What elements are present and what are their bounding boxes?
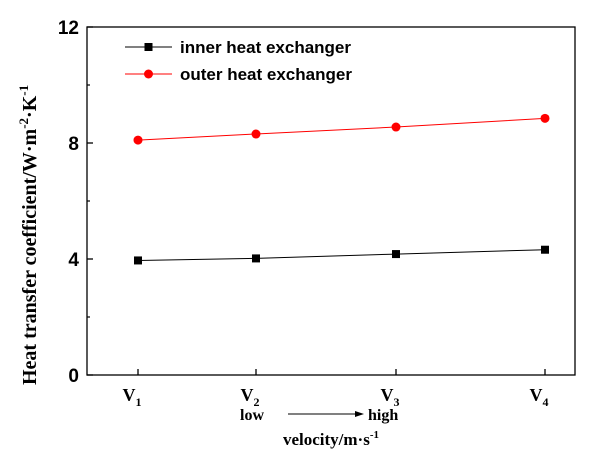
series-line-inner bbox=[137, 249, 546, 261]
data-point-inner bbox=[252, 254, 260, 263]
legend-label-inner: inner heat exchanger bbox=[180, 38, 351, 57]
data-point-outer bbox=[540, 113, 550, 123]
y-tick-label: 8 bbox=[68, 134, 79, 155]
x-tick-label: V1 bbox=[123, 385, 142, 409]
x-tick-label: V4 bbox=[530, 385, 549, 409]
legend: inner heat exchanger outer heat exchange… bbox=[125, 38, 352, 84]
series-line-outer bbox=[137, 117, 546, 141]
y-tick-label: 12 bbox=[58, 18, 79, 39]
y-axis-label: Heat transfer coefficient/W·m-2·K-1 bbox=[16, 85, 41, 385]
x-axis-label: velocity/m·s-1 bbox=[283, 429, 379, 449]
x-tick-label: V3 bbox=[381, 385, 400, 409]
data-point-inner bbox=[541, 245, 549, 254]
legend-marker-outer bbox=[144, 69, 153, 79]
annotation-arrow-head bbox=[355, 411, 364, 417]
x-tick-label: V2 bbox=[241, 385, 260, 409]
chart-marks: 0 4 8 12 V1 V2 V3 V4 bbox=[58, 18, 550, 409]
legend-label-outer: outer heat exchanger bbox=[180, 65, 352, 84]
data-point-inner bbox=[134, 256, 142, 265]
data-point-outer bbox=[133, 135, 143, 145]
y-tick-label: 4 bbox=[68, 250, 79, 271]
data-point-outer bbox=[251, 129, 261, 139]
data-point-inner bbox=[392, 250, 400, 259]
annotation-high: high bbox=[368, 407, 398, 424]
data-point-outer bbox=[391, 122, 401, 132]
y-tick-label: 0 bbox=[68, 366, 79, 387]
legend-marker-inner bbox=[144, 43, 153, 51]
annotation-low: low bbox=[240, 407, 264, 424]
